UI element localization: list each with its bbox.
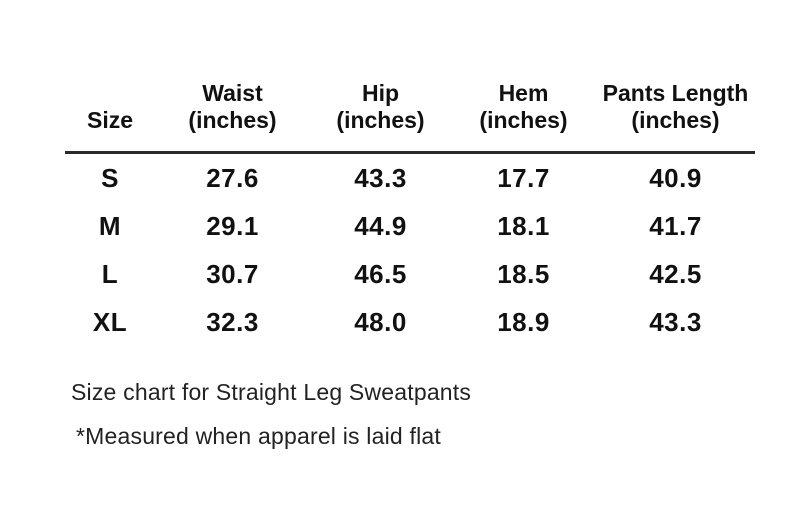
column-header-hem: Hem (inches)	[451, 80, 596, 154]
measurement-note: *Measured when apparel is laid flat	[76, 423, 441, 449]
cell-pants-length: 42.5	[649, 258, 702, 289]
table-row-m: M 29.1 44.9 18.1 41.7	[65, 202, 755, 250]
column-header-pants-length: Pants Length (inches)	[596, 80, 755, 154]
row-label-size: S	[101, 162, 119, 193]
size-chart-table: Size Waist (inches) Hip (inches) Hem (in…	[65, 80, 755, 346]
table-row-s: S 27.6 43.3 17.7 40.9	[65, 153, 755, 203]
cell-hip: 46.5	[354, 258, 407, 289]
column-unit: (inches)	[188, 107, 277, 133]
column-label: Hem	[498, 80, 549, 106]
column-unit: (inches)	[336, 107, 425, 133]
cell-hem: 17.7	[497, 162, 550, 193]
cell-waist: 32.3	[206, 306, 259, 337]
table-row-l: L 30.7 46.5 18.5 42.5	[65, 250, 755, 298]
column-unit: (inches)	[479, 107, 568, 133]
cell-hip: 44.9	[354, 210, 407, 241]
column-label: Waist	[202, 80, 263, 106]
cell-hem: 18.5	[497, 258, 550, 289]
row-label-size: M	[98, 210, 122, 241]
cell-pants-length: 43.3	[649, 306, 702, 337]
cell-hem: 18.1	[497, 210, 550, 241]
column-header-waist: Waist (inches)	[155, 80, 310, 154]
cell-waist: 29.1	[206, 210, 259, 241]
cell-pants-length: 40.9	[649, 162, 702, 193]
table-header: Size Waist (inches) Hip (inches) Hem (in…	[65, 80, 755, 154]
column-unit: (inches)	[631, 107, 720, 133]
cell-waist: 27.6	[206, 162, 259, 193]
column-header-size: Size	[65, 80, 155, 154]
column-label: Pants Length	[602, 80, 749, 106]
header-row: Size Waist (inches) Hip (inches) Hem (in…	[65, 80, 755, 154]
cell-hem: 18.9	[497, 306, 550, 337]
cell-hip: 43.3	[354, 162, 407, 193]
column-label: Size	[86, 107, 134, 133]
cell-hip: 48.0	[354, 306, 407, 337]
cell-pants-length: 41.7	[649, 210, 702, 241]
row-label-size: L	[101, 258, 119, 289]
table-body: S 27.6 43.3 17.7 40.9 M 29.1 44.9 18.1 4…	[65, 153, 755, 347]
cell-waist: 30.7	[206, 258, 259, 289]
row-label-size: XL	[92, 306, 128, 337]
column-label: Hip	[361, 80, 400, 106]
column-header-hip: Hip (inches)	[310, 80, 451, 154]
chart-description: Size chart for Straight Leg Sweatpants	[71, 379, 472, 405]
table-row-xl: XL 32.3 48.0 18.9 43.3	[65, 298, 755, 346]
